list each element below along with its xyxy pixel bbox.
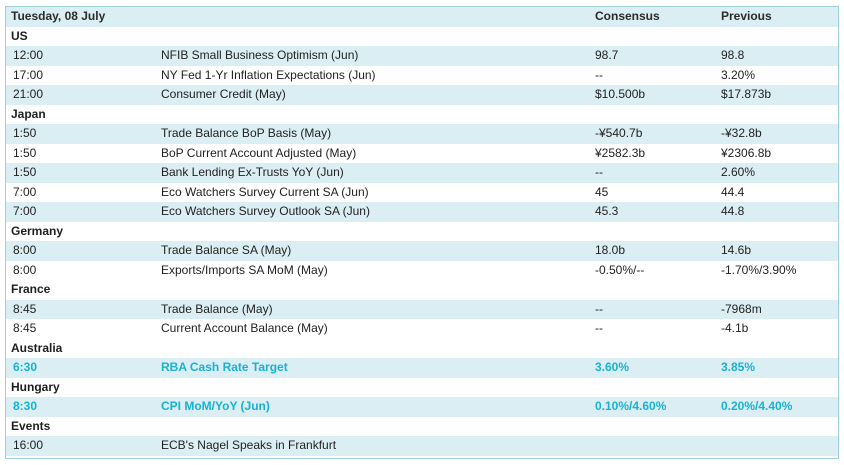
row-previous: 44.8	[721, 204, 745, 218]
table-row: 8:00 Trade Balance SA (May) 18.0b 14.6b	[6, 241, 838, 261]
table-row: 1:50 Bank Lending Ex-Trusts YoY (Jun) --…	[6, 163, 838, 183]
row-consensus: 98.7	[595, 48, 619, 62]
table-row-highlighted: 6:30 RBA Cash Rate Target 3.60% 3.85%	[6, 358, 838, 378]
row-previous: ¥2306.8b	[721, 145, 772, 160]
row-previous: -¥32.8b	[721, 126, 762, 140]
row-time: 8:00	[13, 243, 37, 257]
table-row: 8:45 Current Account Balance (May) -- -4…	[6, 319, 838, 339]
row-time: 7:00	[13, 204, 37, 218]
row-consensus: 18.0b	[595, 243, 626, 257]
table-row: 21:00 Consumer Credit (May) $10.500b $17…	[6, 85, 838, 105]
row-previous: 14.6b	[721, 243, 752, 257]
row-time: 1:50	[13, 145, 37, 160]
row-consensus: --	[595, 321, 603, 335]
row-event: Current Account Balance (May)	[161, 321, 328, 335]
row-event: Trade Balance SA (May)	[161, 243, 292, 257]
row-consensus: 3.60%	[595, 360, 630, 374]
row-time: 7:00	[13, 184, 37, 199]
table-row: 8:00 Exports/Imports SA MoM (May) -0.50%…	[6, 260, 838, 280]
region-label: Japan	[11, 106, 46, 121]
region-hungary: Hungary	[6, 377, 838, 397]
row-consensus: --	[595, 165, 603, 179]
row-event: ECB's Nagel Speaks in Frankfurt	[161, 438, 337, 452]
row-consensus: 0.10%/4.60%	[595, 399, 667, 413]
row-event: CPI MoM/YoY (Jun)	[161, 399, 270, 413]
row-event: Consumer Credit (May)	[161, 87, 286, 101]
row-consensus: -¥540.7b	[595, 126, 643, 140]
region-germany: Germany	[6, 221, 838, 241]
row-event: Eco Watchers Survey Current SA (Jun)	[161, 184, 369, 199]
region-label: Hungary	[11, 379, 60, 394]
table-row: 1:50 BoP Current Account Adjusted (May) …	[6, 143, 838, 163]
region-label: France	[11, 282, 51, 296]
row-event: Bank Lending Ex-Trusts YoY (Jun)	[161, 165, 344, 179]
row-consensus: $10.500b	[595, 87, 646, 101]
row-time: 17:00	[13, 67, 44, 82]
economic-calendar-table: Tuesday, 08 July Consensus Previous US 1…	[5, 6, 839, 459]
table-row-highlighted: 8:30 CPI MoM/YoY (Jun) 0.10%/4.60% 0.20%…	[6, 397, 838, 417]
row-previous: -1.70%/3.90%	[721, 262, 797, 277]
row-previous: 2.60%	[721, 165, 756, 179]
region-label: US	[11, 28, 28, 43]
consensus-header: Consensus	[595, 9, 660, 23]
row-time: 12:00	[13, 48, 44, 62]
row-event: RBA Cash Rate Target	[161, 360, 288, 374]
row-time: 1:50	[13, 126, 37, 140]
table-row: 7:00 Eco Watchers Survey Outlook SA (Jun…	[6, 202, 838, 222]
date-title: Tuesday, 08 July	[11, 9, 106, 23]
table-row: 17:00 NY Fed 1-Yr Inflation Expectations…	[6, 65, 838, 85]
region-france: France	[6, 280, 838, 300]
row-previous: $17.873b	[721, 87, 772, 101]
row-time: 16:00	[13, 438, 44, 452]
row-event: Eco Watchers Survey Outlook SA (Jun)	[161, 204, 370, 218]
table-header: Tuesday, 08 July Consensus Previous	[6, 7, 838, 27]
table-row: 16:00 ECB's Nagel Speaks in Frankfurt	[6, 436, 838, 456]
row-event: Trade Balance (May)	[161, 301, 273, 316]
row-consensus: -0.50%/--	[595, 262, 645, 277]
region-label: Australia	[11, 340, 63, 355]
previous-header: Previous	[721, 9, 772, 23]
row-event: Exports/Imports SA MoM (May)	[161, 262, 328, 277]
row-previous: 3.85%	[721, 360, 756, 374]
region-australia: Australia	[6, 338, 838, 358]
row-consensus: --	[595, 301, 603, 316]
row-previous: 98.8	[721, 48, 745, 62]
row-previous: 0.20%/4.40%	[721, 399, 793, 413]
row-event: Trade Balance BoP Basis (May)	[161, 126, 332, 140]
row-time: 8:45	[13, 321, 37, 335]
row-event: BoP Current Account Adjusted (May)	[161, 145, 357, 160]
row-event: NY Fed 1-Yr Inflation Expectations (Jun)	[161, 67, 376, 82]
row-previous: -4.1b	[721, 321, 749, 335]
row-consensus: --	[595, 67, 603, 82]
table-row: 7:00 Eco Watchers Survey Current SA (Jun…	[6, 182, 838, 202]
row-event: NFIB Small Business Optimism (Jun)	[161, 48, 359, 62]
row-previous: 3.20%	[721, 67, 756, 82]
row-previous: -7968m	[721, 301, 762, 316]
row-consensus: 45.3	[595, 204, 619, 218]
table-row: 12:00 NFIB Small Business Optimism (Jun)…	[6, 46, 838, 66]
row-time: 1:50	[13, 165, 37, 179]
region-events: Events	[6, 416, 838, 436]
row-time: 8:00	[13, 262, 37, 277]
region-us: US	[6, 26, 838, 46]
region-label: Events	[11, 418, 51, 433]
row-consensus: 45	[595, 184, 609, 199]
row-time: 8:45	[13, 301, 37, 316]
row-consensus: ¥2582.3b	[595, 145, 646, 160]
row-time: 8:30	[13, 399, 38, 413]
row-time: 21:00	[13, 87, 44, 101]
table-row: 1:50 Trade Balance BoP Basis (May) -¥540…	[6, 124, 838, 144]
region-japan: Japan	[6, 104, 838, 124]
region-label: Germany	[11, 223, 64, 238]
row-previous: 44.4	[721, 184, 745, 199]
table-row: 8:45 Trade Balance (May) -- -7968m	[6, 299, 838, 319]
row-time: 6:30	[13, 360, 38, 374]
